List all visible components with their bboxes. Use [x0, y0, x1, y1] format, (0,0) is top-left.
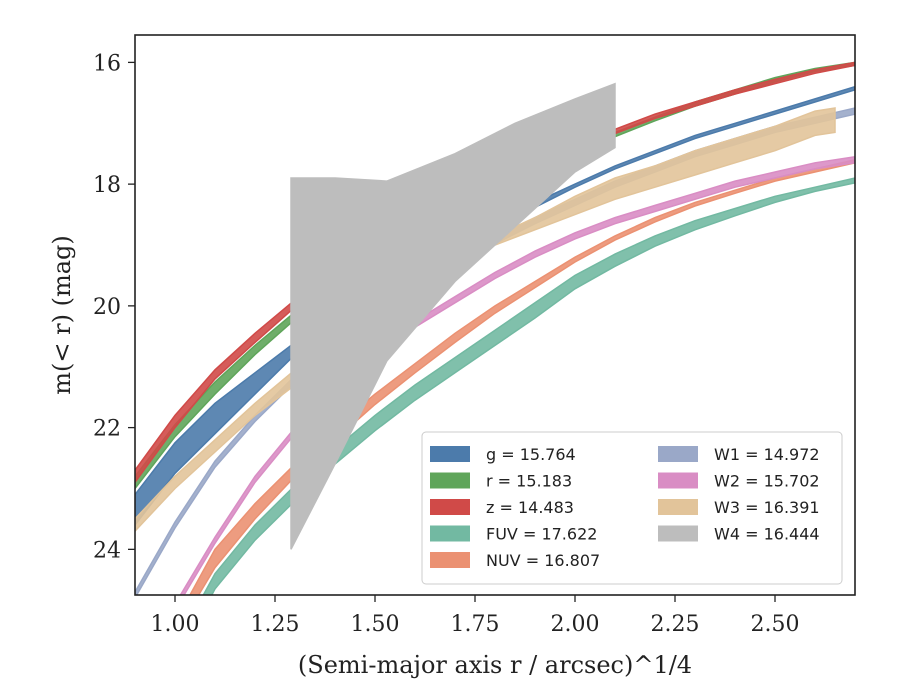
legend-swatch-8: [658, 525, 698, 542]
legend-swatch-7: [658, 499, 698, 515]
x-axis-label: (Semi-major axis r / arcsec)^1/4: [298, 651, 692, 679]
y-tick-label: 22: [93, 417, 121, 442]
y-axis-label: m(< r) (mag): [48, 235, 76, 394]
legend-label-7: W3 = 16.391: [714, 498, 820, 517]
y-tick-label: 24: [93, 538, 121, 563]
series-band-8: [290, 82, 616, 550]
x-tick-label: 1.25: [251, 612, 300, 637]
x-axis: 1.00 1.25 1.50 1.75 2.00 2.25 2.50: [151, 595, 800, 637]
legend-label-1: r = 15.183: [486, 472, 572, 491]
series-band-3: [202, 177, 855, 595]
x-tick-label: 1.00: [151, 612, 200, 637]
x-tick-label: 1.75: [451, 612, 500, 637]
series-bands: [135, 61, 855, 595]
legend-swatch-0: [430, 446, 470, 462]
legend-swatch-4: [430, 552, 470, 568]
x-tick-label: 1.50: [351, 612, 400, 637]
legend-swatch-6: [658, 472, 698, 489]
legend-swatch-3: [430, 525, 470, 542]
y-axis: 16 18 20 22 24: [93, 51, 135, 563]
legend-swatch-1: [430, 472, 470, 489]
legend-label-8: W4 = 16.444: [714, 525, 820, 544]
legend-label-3: FUV = 17.622: [486, 525, 597, 544]
legend-swatch-5: [658, 446, 698, 462]
x-tick-label: 2.50: [751, 612, 800, 637]
legend-frame: [421, 431, 843, 585]
x-tick-label: 2.25: [651, 612, 700, 637]
legend-label-4: NUV = 16.807: [486, 551, 600, 570]
legend-label-6: W2 = 15.702: [714, 472, 820, 491]
y-tick-label: 20: [93, 295, 121, 320]
legend-label-2: z = 14.483: [486, 498, 574, 517]
plot-frame: [134, 34, 856, 596]
legend-label-0: g = 15.764: [486, 445, 576, 464]
legend-swatch-2: [430, 499, 470, 515]
y-tick-label: 18: [93, 173, 121, 198]
x-tick-label: 2.00: [551, 612, 600, 637]
legend: g = 15.764 r = 15.183 z = 14.483 FUV = 17.6…: [421, 431, 843, 585]
legend-label-5: W1 = 14.972: [714, 445, 820, 464]
y-tick-label: 16: [93, 51, 121, 76]
